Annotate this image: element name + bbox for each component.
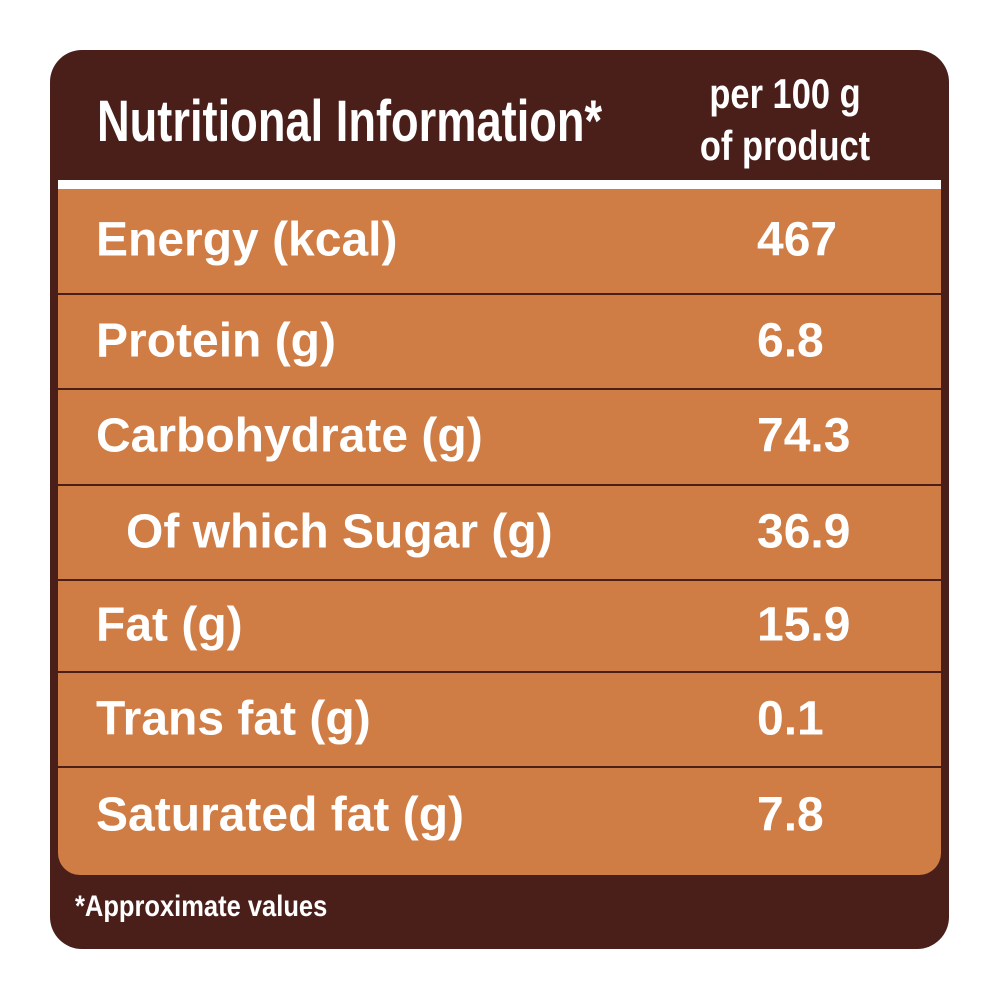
- row-label: Trans fat (g): [96, 691, 371, 745]
- row-value: 15.9: [757, 598, 851, 652]
- row-value: 36.9: [757, 504, 851, 558]
- nutrition-table: Energy (kcal) 467 Protein (g) 6.8 Carbohyd…: [58, 189, 941, 875]
- table-row: Carbohydrate (g) 74.3: [58, 390, 941, 486]
- table-row: Trans fat (g) 0.1: [58, 673, 941, 768]
- table-row: Fat (g) 15.9: [58, 581, 941, 673]
- footnote: *Approximate values: [75, 890, 328, 923]
- nutrition-panel: Nutritional Information* per 100 g of pr…: [50, 50, 949, 949]
- table-row: Of which Sugar (g) 36.9: [58, 486, 941, 581]
- table-row: Saturated fat (g) 7.8: [58, 768, 941, 863]
- row-value: 6.8: [757, 313, 824, 367]
- row-label: Carbohydrate (g): [96, 409, 483, 463]
- row-value: 74.3: [757, 409, 851, 463]
- header-divider: [58, 180, 941, 189]
- row-value: 7.8: [757, 787, 824, 841]
- table-row: Energy (kcal) 467: [58, 189, 941, 295]
- row-label: Saturated fat (g): [96, 787, 465, 841]
- row-label: Of which Sugar (g): [126, 504, 553, 558]
- row-value: 467: [757, 213, 838, 267]
- per-line-1: per 100 g: [709, 70, 861, 117]
- panel-title: Nutritional Information*: [97, 89, 603, 154]
- row-value: 0.1: [757, 691, 824, 745]
- row-label: Protein (g): [96, 313, 336, 367]
- per-100g-header: per 100 g of product: [691, 68, 880, 172]
- row-label: Energy (kcal): [96, 213, 398, 267]
- per-line-2: of product: [699, 122, 871, 169]
- row-label: Fat (g): [96, 598, 243, 652]
- table-row: Protein (g) 6.8: [58, 295, 941, 390]
